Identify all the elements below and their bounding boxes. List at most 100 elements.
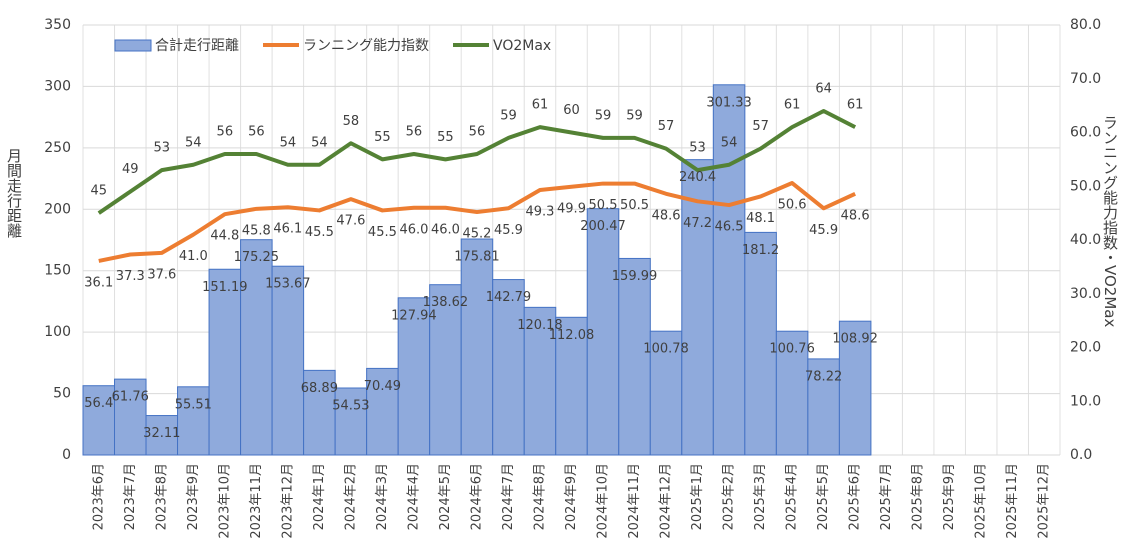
- x-tick-label: 2024年10月: [596, 463, 611, 539]
- x-tick-label: 2023年7月: [123, 463, 138, 530]
- data-label: 159.99: [612, 269, 658, 284]
- legend-label: ランニング能力指数: [303, 38, 429, 54]
- y2-tick-label: 70.0: [1070, 71, 1101, 87]
- data-label: 46.1: [273, 222, 302, 237]
- bar: [807, 358, 840, 456]
- data-label: 48.1: [746, 211, 775, 226]
- bar: [681, 159, 714, 456]
- data-label: 61: [532, 98, 549, 113]
- data-label: 57: [658, 119, 675, 134]
- y-tick-label: 0: [62, 447, 71, 463]
- data-label: 100.78: [643, 342, 689, 357]
- x-tick-label: 2024年1月: [312, 463, 327, 530]
- data-label: 47.6: [336, 214, 365, 229]
- line: [97, 109, 857, 215]
- bar: [523, 306, 557, 456]
- data-label: 127.94: [391, 308, 437, 323]
- bar: [397, 297, 431, 456]
- data-label: 142.79: [486, 290, 532, 305]
- bar: [366, 367, 399, 456]
- data-label: 44.8: [210, 229, 239, 244]
- legend-label: VO2Max: [493, 38, 551, 54]
- y2-tick-label: 40.0: [1070, 232, 1101, 248]
- data-label: 46.5: [715, 220, 744, 235]
- x-tick-label: 2024年9月: [564, 463, 579, 530]
- data-label: 56: [406, 125, 423, 140]
- data-label: 151.19: [202, 280, 248, 295]
- data-label: 108.92: [832, 332, 878, 347]
- x-tick-label: 2025年10月: [974, 463, 989, 539]
- bar: [838, 320, 872, 456]
- y-tick-label: 50: [53, 386, 71, 402]
- bar: [240, 239, 273, 456]
- data-label: 45.5: [305, 225, 334, 240]
- data-label: 59: [500, 108, 517, 123]
- x-tick-label: 2024年7月: [501, 463, 516, 530]
- x-tick-label: 2025年11月: [1005, 463, 1020, 539]
- data-label: 49.9: [557, 201, 586, 216]
- y2-tick-label: 60.0: [1070, 125, 1101, 141]
- data-label: 48.6: [841, 208, 870, 223]
- x-tick-label: 2025年5月: [816, 463, 831, 530]
- data-label: 53: [154, 141, 171, 156]
- data-label: 181.2: [742, 243, 779, 258]
- x-tick-label: 2024年11月: [627, 463, 642, 539]
- x-tick-label: 2025年9月: [942, 463, 957, 530]
- data-label: 49: [122, 162, 139, 177]
- data-label: 54: [721, 135, 738, 150]
- y2-tick-label: 0.0: [1070, 447, 1092, 463]
- data-label: 54: [311, 135, 328, 150]
- y-tick-label: 100: [44, 324, 71, 340]
- y-tick-label: 200: [44, 201, 71, 217]
- y-tick-label: 150: [44, 263, 71, 279]
- x-tick-label: 2025年12月: [1037, 463, 1052, 539]
- data-label: 46.0: [431, 222, 460, 237]
- data-label: 32.11: [143, 426, 180, 441]
- x-tick-label: 2025年1月: [690, 463, 705, 530]
- x-tick-label: 2025年7月: [879, 463, 894, 530]
- x-tick-label: 2025年3月: [753, 463, 768, 530]
- data-label: 54: [280, 135, 297, 150]
- x-tick-label: 2024年3月: [375, 463, 390, 530]
- data-label: 50.6: [778, 198, 807, 213]
- data-label: 61: [784, 98, 801, 113]
- bar: [208, 268, 242, 456]
- line: [98, 181, 856, 263]
- data-label: 45.9: [809, 223, 838, 238]
- data-label: 48.6: [652, 208, 681, 223]
- data-label: 70.49: [364, 379, 401, 394]
- data-label: 175.81: [454, 250, 500, 265]
- x-tick-label: 2023年11月: [249, 463, 264, 539]
- data-label: 56: [469, 125, 486, 140]
- legend-swatch: [114, 39, 152, 52]
- data-label: 37.3: [116, 269, 145, 284]
- data-label: 45: [90, 184, 107, 199]
- x-tick-label: 2025年4月: [785, 463, 800, 530]
- data-label: 68.89: [301, 381, 338, 396]
- y-axis-label: 月間走行距離: [5, 148, 23, 238]
- x-tick-label: 2025年2月: [722, 463, 737, 530]
- bar: [82, 385, 116, 456]
- y2-tick-label: 50.0: [1070, 178, 1101, 194]
- bar: [177, 386, 210, 456]
- x-tick-label: 2024年8月: [532, 463, 547, 530]
- data-label: 49.3: [526, 205, 555, 220]
- data-label: 153.67: [265, 277, 311, 292]
- bar: [586, 208, 620, 456]
- bar: [775, 330, 809, 456]
- data-label: 37.6: [147, 267, 176, 282]
- data-label: 61.76: [112, 390, 149, 405]
- legend-label: 合計走行距離: [155, 37, 239, 54]
- x-tick-label: 2023年10月: [217, 463, 232, 539]
- bar: [618, 257, 651, 456]
- y2-tick-label: 80.0: [1070, 17, 1101, 33]
- data-label: 301.33: [706, 95, 752, 110]
- y2-tick-label: 30.0: [1070, 286, 1101, 302]
- y-tick-label: 250: [44, 140, 71, 156]
- data-label: 200.47: [580, 219, 626, 234]
- bar: [712, 84, 746, 456]
- data-label: 45.8: [242, 223, 271, 238]
- bar: [114, 378, 147, 456]
- data-label: 60: [563, 103, 580, 118]
